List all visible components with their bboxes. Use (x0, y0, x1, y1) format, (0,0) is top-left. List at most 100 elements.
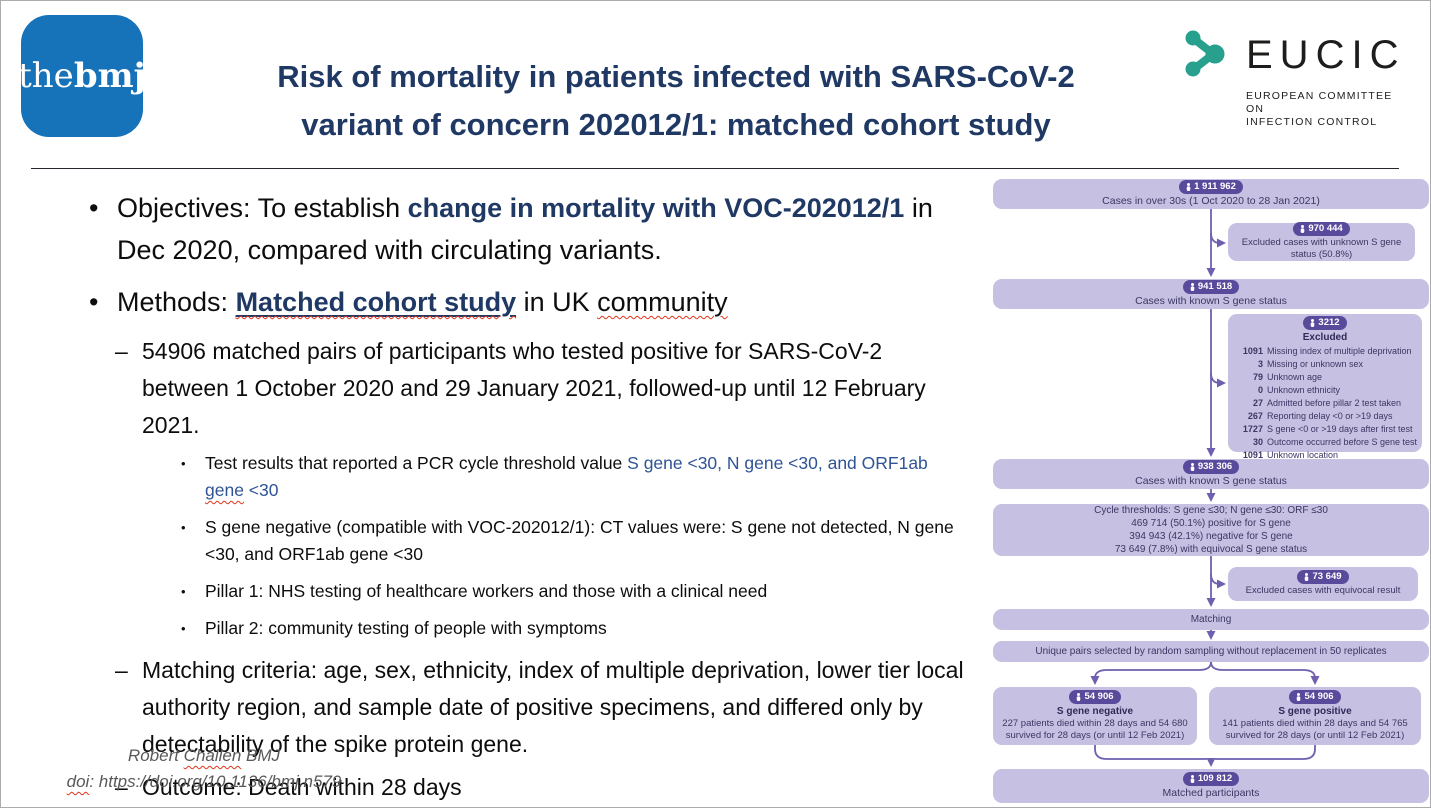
slide-title-line1: Risk of mortality in patients infected w… (277, 59, 1075, 94)
objectives-suffix: in Dec 2020, compared with circulating v… (117, 193, 933, 265)
eucic-molecule-icon (1182, 27, 1234, 84)
bmj-logo-bmj: bmj (73, 56, 146, 96)
flow-count: 54 906 (1084, 690, 1114, 702)
pcr-blue1: S gene <30, N gene <30, and ORF1ab (627, 453, 928, 473)
flow-box-matching: Matching (993, 609, 1429, 630)
excluded-row-label: Admitted before pillar 2 test taken (1266, 398, 1402, 409)
flow-excluded-title: Excluded (1302, 331, 1348, 343)
flow-subtitle: S gene negative (1056, 705, 1134, 717)
outcome-text: Outcome: Death within 28 days (142, 774, 462, 800)
bullet-outcome: – Outcome: Death within 28 days (115, 769, 971, 806)
footer-doi: doi: https://doi.org/10.1136/bmj.n579 (29, 769, 379, 795)
bullet-dash: – (115, 338, 128, 364)
person-icon (1190, 282, 1195, 291)
flow-label: Cases in over 30s (1 Oct 2020 to 28 Jan … (1102, 194, 1320, 207)
bullet-pcr-threshold: • Test results that reported a PCR cycle… (181, 450, 971, 504)
objectives-bold: change in mortality with VOC-202012/1 (407, 193, 905, 223)
person-icon (1190, 462, 1195, 471)
excluded-row-num: 267 (1247, 411, 1263, 422)
threshold-line: 73 649 (7.8%) with equivocal S gene stat… (1114, 544, 1308, 555)
slide-title-line2: variant of concern 202012/1: matched coh… (301, 107, 1051, 142)
flow-label: Matched participants (1162, 786, 1260, 799)
eucic-name: EUCIC (1246, 33, 1406, 77)
excluded-row-label: S gene <0 or >19 days after first test (1266, 424, 1413, 435)
flow-box-sgene-negative: 54 906 S gene negative 227 patients died… (993, 687, 1197, 745)
flow-label: Matching (1190, 614, 1232, 625)
person-icon (1077, 692, 1081, 701)
bullet-dot: • (181, 621, 186, 636)
excluded-row-label: Unknown age (1266, 371, 1322, 382)
excluded-row-label: Missing index of multiple deprivation (1266, 345, 1412, 356)
flow-arrows (1090, 209, 1320, 767)
bullet-pillar2: • Pillar 2: community testing of people … (181, 615, 971, 642)
bullet-matched-pairs: – 54906 matched pairs of participants wh… (115, 333, 971, 444)
footer-author-pre: Robert (127, 746, 184, 765)
bullet-dash: – (115, 774, 128, 800)
person-icon (1190, 774, 1195, 783)
flow-box-excluded-unknown-sgene: 970 444 Excluded cases with unknown S ge… (1228, 222, 1415, 261)
excluded-row-num: 79 (1252, 371, 1263, 382)
objectives-prefix: Objectives: To establish (117, 193, 408, 223)
flow-label: Cases with known S gene status (1135, 294, 1287, 307)
pillar2-text: Pillar 2: community testing of people wi… (205, 618, 607, 638)
flow-box-cycle-thresholds: Cycle thresholds: S gene ≤30; N gene ≤30… (993, 504, 1429, 556)
methods-community: community (597, 287, 728, 317)
flow-count: 109 812 (1197, 772, 1233, 784)
flow-box-excluded-detail: 3212 Excluded 1091 Missing index of multi… (1228, 314, 1422, 460)
bullet-matching-criteria: – Matching criteria: age, sex, ethnicity… (115, 652, 971, 763)
flow-count: 3212 (1318, 317, 1340, 328)
flow-box-known-sgene-1: 941 518 Cases with known S gene status (993, 279, 1429, 309)
footer-doi-label: doi (66, 772, 90, 791)
bullet-dot: • (89, 287, 99, 317)
methods-mid: in UK (516, 287, 598, 317)
flow-box-known-sgene-2: 938 306 Cases with known S gene status (993, 459, 1429, 489)
excluded-row-num: 0 (1257, 385, 1263, 396)
header-divider (31, 168, 1399, 169)
footer-doi-url: : https://doi.org/10.1136/bmj.n579 (89, 772, 342, 791)
excluded-row-num: 1091 (1242, 450, 1263, 461)
excluded-row-label: Outcome occurred before S gene test (1266, 437, 1418, 448)
bullet-methods: • Methods: Matched cohort study in UK co… (89, 281, 971, 323)
excluded-row-label: Unknown location (1266, 450, 1338, 461)
pcr-blue2: <30 (243, 480, 279, 500)
excluded-row-label: Reporting delay <0 or >19 days (1266, 411, 1393, 422)
flow-label: 227 patients died within 28 days and 54 … (1002, 717, 1188, 741)
flow-count: 970 444 (1308, 223, 1343, 235)
sgene-negative-text: S gene negative (compatible with VOC-202… (205, 517, 954, 564)
person-icon (1186, 182, 1191, 191)
bullet-sgene-negative-def: • S gene negative (compatible with VOC-2… (181, 514, 971, 568)
flow-label: Excluded cases with equivocal result (1245, 585, 1401, 597)
eucic-subtitle-line2: INFECTION CONTROL (1246, 116, 1378, 129)
eucic-logo: EUCIC EUROPEAN COMMITTEE ON INFECTION CO… (1182, 27, 1414, 129)
flow-count: 938 306 (1197, 460, 1233, 472)
bullet-dot: • (89, 193, 99, 223)
flow-count: 54 906 (1304, 690, 1334, 702)
excluded-row-label: Unknown ethnicity (1266, 385, 1340, 396)
bullet-dot: • (181, 456, 186, 471)
threshold-line: Cycle thresholds: S gene ≤30; N gene ≤30… (1094, 505, 1328, 516)
excluded-row-num: 1091 (1242, 345, 1263, 356)
flow-diagram: 1 911 962 Cases in over 30s (1 Oct 2020 … (993, 179, 1429, 807)
eucic-subtitle: EUROPEAN COMMITTEE ON INFECTION CONTROL (1246, 90, 1414, 129)
excluded-row-num: 3 (1257, 358, 1263, 369)
bmj-logo: the bmj (18, 15, 146, 137)
pcr-prefix: Test results that reported a PCR cycle t… (205, 453, 628, 473)
footer-author-name: Challen (183, 746, 242, 765)
flow-count: 73 649 (1312, 571, 1342, 583)
person-icon (1297, 692, 1301, 701)
methods-bold: Matched cohort study (235, 287, 517, 317)
flow-label: 141 patients died within 28 days and 54 … (1222, 717, 1408, 741)
matching-criteria-text: Matching criteria: age, sex, ethnicity, … (142, 657, 964, 757)
pcr-gene-wavy: gene (205, 480, 244, 500)
flow-count: 1 911 962 (1194, 180, 1236, 192)
excluded-row-num: 27 (1252, 398, 1263, 409)
person-icon (1301, 225, 1305, 234)
threshold-line: 469 714 (50.1%) positive for S gene (1131, 518, 1291, 529)
bullet-dot: • (181, 520, 186, 535)
flow-box-sgene-positive: 54 906 S gene positive 141 patients died… (1209, 687, 1421, 745)
person-icon (1311, 318, 1315, 327)
flow-box-excluded-equivocal: 73 649 Excluded cases with equivocal res… (1228, 567, 1418, 601)
matched-pairs-text: 54906 matched pairs of participants who … (142, 338, 926, 438)
bullet-dash: – (115, 657, 128, 683)
